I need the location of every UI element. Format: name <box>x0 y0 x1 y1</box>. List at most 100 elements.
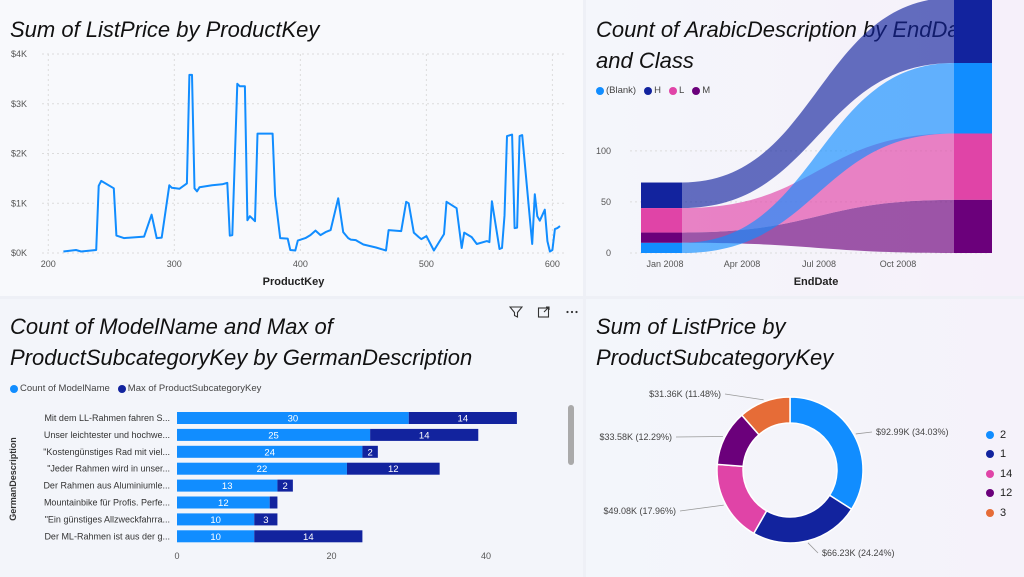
ribbon-y-tick: 50 <box>601 197 611 207</box>
donut-slice <box>752 494 853 544</box>
legend-dot <box>986 430 994 439</box>
ribbon-x-axis-title: EndDate <box>794 276 839 288</box>
bar-chart-scrollbar[interactable] <box>568 405 574 465</box>
donut-data-label: $49.08K (17.96%) <box>603 506 676 516</box>
legend-item[interactable]: Count of ModelName <box>10 383 110 394</box>
bar-max-subcategory <box>408 412 517 424</box>
legend-item[interactable]: 1 <box>986 445 1012 465</box>
bar-data-label: 14 <box>458 414 469 425</box>
donut-leader-line <box>807 542 819 554</box>
bar-x-tick: 40 <box>481 551 491 561</box>
line-chart[interactable]: $0K $1K $2K $3K $4K 200 300 400 500 600 ProductKey <box>0 0 583 296</box>
bar-chart-title-line1: Count of ModelName and Max of <box>10 314 333 339</box>
bar-max-subcategory <box>269 496 278 509</box>
donut-slice <box>789 396 864 511</box>
legend-label: 2 <box>1000 428 1007 441</box>
ribbon-bar-segment <box>954 0 992 64</box>
bar-chart[interactable]: GermanDescription 0 20 40 Mit dem LL-Rahmen … <box>0 299 583 577</box>
bar-count-modelname <box>177 513 255 526</box>
bar-data-label: 25 <box>268 430 279 441</box>
bar-max-subcategory <box>346 462 440 475</box>
line-x-tick: 400 <box>293 259 308 269</box>
ribbon-band <box>682 63 954 254</box>
ribbon-chart-title-line2: and Class <box>596 48 694 73</box>
bar-category-label: "Ein günstiges Allzweckfahrra... <box>45 514 170 524</box>
bar-max-subcategory <box>277 479 293 492</box>
legend-item[interactable]: (Blank) <box>596 85 636 96</box>
legend-dot <box>692 86 701 95</box>
legend-item[interactable]: 12 <box>986 484 1012 504</box>
legend-dot <box>986 489 994 498</box>
line-y-tick: $0K <box>11 248 27 258</box>
legend-dot <box>10 384 18 393</box>
visual-header-toolbar <box>506 303 582 321</box>
donut-data-label: $92.99K (34.03%) <box>876 427 949 437</box>
legend-label: 14 <box>1000 467 1013 480</box>
bar-data-label: 24 <box>264 447 275 458</box>
donut-data-label: $66.23K (24.24%) <box>822 548 895 558</box>
legend-dot <box>644 86 653 95</box>
legend-item[interactable]: L <box>668 85 684 96</box>
donut-data-label: $31.36K (11.48%) <box>649 389 721 399</box>
more-options-icon[interactable] <box>562 303 582 321</box>
ribbon-bar-segment <box>641 208 682 233</box>
donut-leader-line <box>675 436 723 438</box>
bar-data-label: 12 <box>218 498 229 509</box>
bar-count-modelname <box>177 530 255 543</box>
bar-data-label: 10 <box>210 532 221 543</box>
bar-count-modelname <box>177 412 409 424</box>
line-y-tick: $1K <box>11 198 27 208</box>
focus-mode-icon[interactable] <box>534 303 554 321</box>
legend-label: 3 <box>1000 506 1007 519</box>
line-x-axis-title: ProductKey <box>263 276 326 288</box>
line-x-tick: 600 <box>545 259 560 269</box>
bar-category-label: Mountainbike für Profis. Perfe... <box>44 498 170 508</box>
filter-icon[interactable] <box>506 303 526 321</box>
legend-item[interactable]: M <box>692 85 710 96</box>
legend-item[interactable]: H <box>644 85 661 96</box>
legend-item[interactable]: 3 <box>986 503 1012 523</box>
donut-chart[interactable]: $92.99K (34.03%) $66.23K (24.24%) $49.08K … <box>586 299 1024 577</box>
donut-chart-title-line2: ProductSubcategoryKey <box>596 345 834 370</box>
bar-max-subcategory <box>362 445 378 458</box>
legend-dot <box>596 86 604 95</box>
ribbon-chart[interactable]: 0 50 100 Jan 2008 Apr 2008 Jul 2008 Oct 2008 En… <box>586 0 1024 296</box>
legend-dot <box>668 86 677 95</box>
legend-dot <box>986 508 994 517</box>
bar-category-label: "Kostengünstiges Rad mit viel... <box>43 447 170 457</box>
bar-count-modelname <box>177 445 363 458</box>
bar-data-label: 14 <box>303 532 314 543</box>
bar-chart-title: Count of ModelName and Max of ProductSub… <box>10 311 472 373</box>
legend-item[interactable]: 14 <box>986 464 1012 484</box>
donut-leader-line <box>724 393 764 401</box>
donut-chart-tile[interactable]: Sum of ListPrice by ProductSubcategoryKe… <box>586 299 1024 577</box>
bar-data-label: 12 <box>388 464 399 475</box>
bar-max-subcategory <box>254 530 363 543</box>
legend-item[interactable]: Max of ProductSubcategoryKey <box>117 383 261 394</box>
ribbon-chart-tile[interactable]: Count of ArabicDescription by EndDate an… <box>586 0 1024 296</box>
legend-item[interactable]: 2 <box>986 425 1012 445</box>
donut-leader-line <box>855 431 873 435</box>
donut-slice <box>716 463 768 535</box>
line-chart-tile[interactable]: Sum of ListPrice by ProductKey $0K $1K $2K… <box>0 0 583 296</box>
ribbon-band <box>682 0 954 209</box>
bar-data-label: 22 <box>257 464 268 475</box>
line-y-tick: $3K <box>11 99 27 109</box>
bar-data-label: 2 <box>283 481 288 492</box>
bar-count-modelname <box>177 496 270 509</box>
donut-slice <box>740 396 791 436</box>
bar-chart-legend: Count of ModelName Max of ProductSubcateg… <box>10 383 265 394</box>
bar-count-modelname <box>177 462 347 475</box>
bar-count-modelname <box>177 479 278 492</box>
ribbon-x-tick: Jul 2008 <box>802 259 836 269</box>
bar-max-subcategory <box>254 513 278 526</box>
ribbon-bar-segment <box>954 199 992 253</box>
bar-y-axis-title: GermanDescription <box>8 437 18 521</box>
line-chart-title: Sum of ListPrice by ProductKey <box>10 17 320 42</box>
donut-chart-title: Sum of ListPrice by ProductSubcategoryKe… <box>596 311 833 373</box>
legend-label: (Blank) <box>606 85 637 96</box>
line-y-tick: $4K <box>11 49 27 59</box>
bar-chart-tile[interactable]: Count of ModelName and Max of ProductSub… <box>0 299 583 577</box>
bar-data-label: 30 <box>288 414 299 425</box>
ribbon-bar-segment <box>954 63 992 134</box>
